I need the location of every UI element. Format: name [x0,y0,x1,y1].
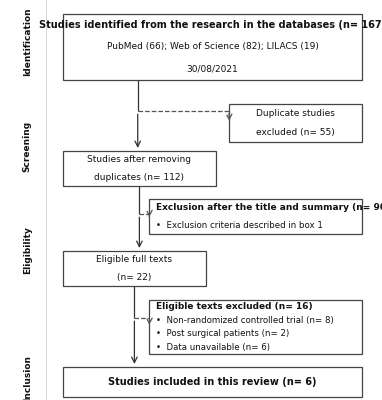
FancyBboxPatch shape [63,151,216,186]
Text: Screening: Screening [23,120,32,172]
FancyBboxPatch shape [149,199,362,234]
Text: 30/08/2021: 30/08/2021 [187,64,238,74]
Text: •  Exclusion criteria described in box 1: • Exclusion criteria described in box 1 [156,221,323,230]
Text: •  Data unavailable (n= 6): • Data unavailable (n= 6) [156,343,270,352]
Text: Eligibility: Eligibility [23,226,32,274]
Text: Eligible full texts: Eligible full texts [96,255,172,264]
Text: Studies after removing: Studies after removing [87,155,191,164]
FancyBboxPatch shape [149,300,362,354]
Text: (n= 22): (n= 22) [117,273,152,282]
Text: duplicates (n= 112): duplicates (n= 112) [94,173,185,182]
FancyBboxPatch shape [63,14,362,80]
FancyBboxPatch shape [229,104,362,142]
Text: Duplicate studies: Duplicate studies [256,109,335,118]
Text: •  Non-randomized controlled trial (n= 8): • Non-randomized controlled trial (n= 8) [156,316,334,325]
Text: Studies identified from the research in the databases (n= 167): Studies identified from the research in … [39,20,382,30]
Text: Studies included in this review (n= 6): Studies included in this review (n= 6) [108,377,317,387]
Text: •  Post surgical patients (n= 2): • Post surgical patients (n= 2) [156,329,289,338]
Text: excluded (n= 55): excluded (n= 55) [256,128,335,137]
FancyBboxPatch shape [63,251,206,286]
Text: Identification: Identification [23,8,32,76]
FancyBboxPatch shape [63,367,362,397]
Text: PubMed (66); Web of Science (82); LILACS (19): PubMed (66); Web of Science (82); LILACS… [107,42,319,52]
Text: Eligible texts excluded (n= 16): Eligible texts excluded (n= 16) [156,302,312,311]
Text: Inclusion: Inclusion [23,355,32,400]
Text: Exclusion after the title and summary (n= 90): Exclusion after the title and summary (n… [156,203,382,212]
